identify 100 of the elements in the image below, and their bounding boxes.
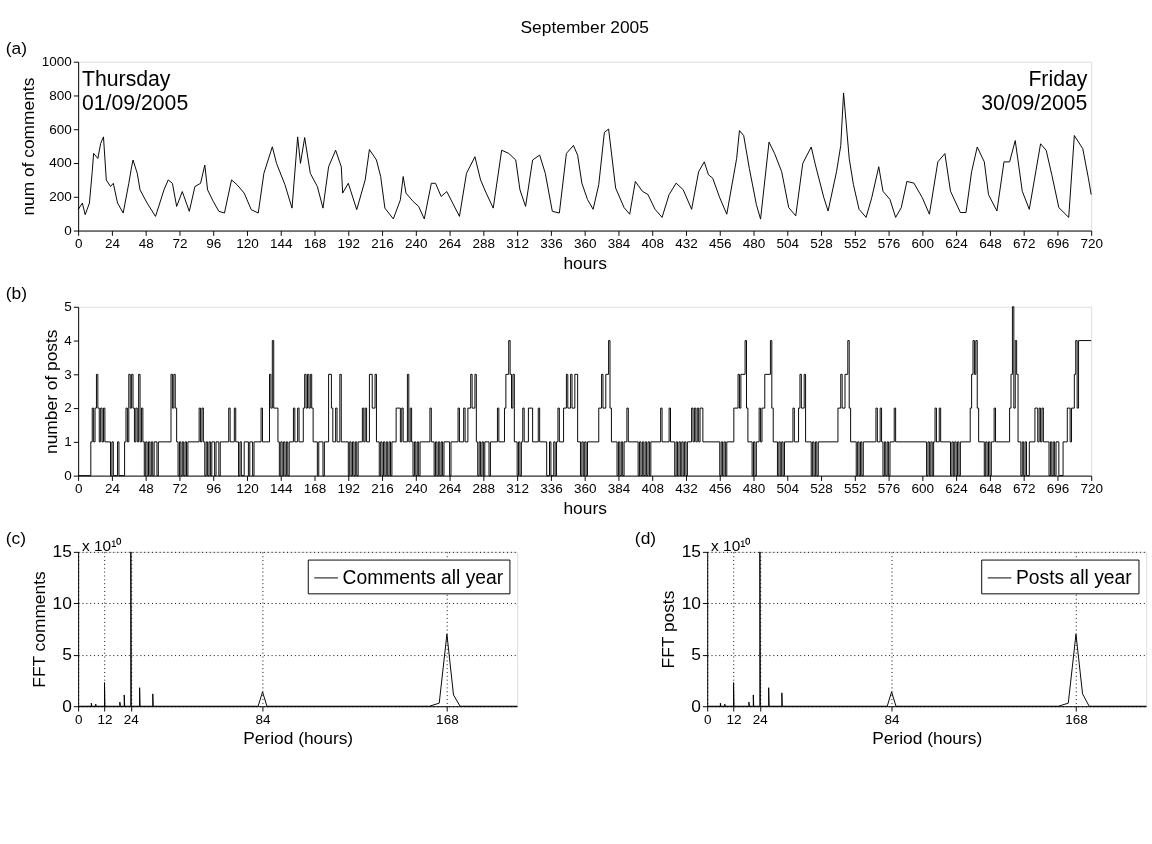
y-tick-label: 0 [64,467,72,483]
x-tick-label: 240 [405,236,428,252]
x-tick-label: 168 [1065,712,1088,728]
x-tick-label: 456 [708,236,732,252]
x-tick-label: 552 [844,236,867,252]
y-tick-label: 4 [64,332,73,348]
x-tick-label: 240 [405,481,428,497]
x-tick-label: 168 [303,481,327,497]
y-tick-label: 1000 [41,54,72,70]
x-tick-label: 552 [844,481,867,497]
chart-title: September 2005 [520,16,649,37]
x-tick-label: 336 [540,481,563,497]
x-tick-label: 84 [255,712,271,728]
x-tick-label: 504 [776,236,800,252]
x-tick-label: 0 [703,712,712,728]
x-tick-label: 48 [138,236,154,252]
x-tick-label: 600 [911,236,935,252]
x-tick-label: 312 [506,236,529,252]
x-tick-label: 96 [206,481,222,497]
x-axis-title: hours [563,497,608,518]
text: (c) [5,528,27,549]
annotation: Thursday 01/09/2005 [82,66,189,115]
x-tick-label: 720 [1080,481,1103,497]
x-tick-label: 0 [74,712,83,728]
y-tick-label: 5 [62,644,72,665]
x-tick-label: 84 [884,712,901,728]
x-tick-label: 648 [979,481,1002,497]
x-axis-title: Period (hours) [872,728,983,749]
y-tick-label: 800 [49,87,72,103]
x-tick-label: 384 [607,236,631,252]
y-tick-label: 15 [681,541,701,562]
x-tick-label: 48 [138,481,154,497]
x-tick-label: 384 [607,481,631,497]
x-axis-title: hours [563,252,608,273]
x-tick-label: 456 [708,481,732,497]
x-tick-label: 24 [752,712,769,728]
x-tick-label: 192 [337,236,361,252]
x-tick-label: 624 [945,481,969,497]
y-tick-label: 10 [52,592,72,613]
x-tick-label: 528 [810,481,833,497]
y-tick-label: 0 [64,222,72,238]
x-tick-label: 264 [438,236,462,252]
x-tick-label: 72 [172,236,188,252]
x-tick-label: 504 [776,481,800,497]
x-tick-label: 0 [74,481,83,497]
x-tick-label: 720 [1080,236,1103,252]
y-tick-label: 1 [64,434,72,450]
text: (a) [5,38,28,59]
x-tick-label: 432 [675,481,698,497]
x-tick-label: 336 [540,236,563,252]
x-tick-label: 216 [371,481,394,497]
x-tick-label: 648 [979,236,1002,252]
x-tick-label: 696 [1046,236,1070,252]
y-tick-label: 400 [49,155,72,171]
y-tick-label: 15 [52,541,72,562]
y-tick-label: 5 [64,299,72,315]
x-tick-label: 192 [337,481,361,497]
x-tick-label: 288 [472,236,496,252]
y-tick-label: 10 [681,592,701,613]
x-tick-label: 480 [742,236,766,252]
y-tick-label: 200 [49,189,72,205]
x-tick-label: 12 [726,712,742,728]
x-tick-label: 144 [269,481,293,497]
y-tick-label: 600 [49,121,72,137]
x-tick-label: 144 [269,236,293,252]
y-tick-label: 5 [691,644,701,665]
x-tick-label: 0 [74,236,83,252]
x-tick-label: 672 [1012,481,1036,497]
x-tick-label: 624 [945,236,969,252]
x-tick-label: 72 [172,481,188,497]
x-tick-label: 120 [236,236,259,252]
x-tick-label: 696 [1046,481,1070,497]
x-tick-label: 120 [236,481,259,497]
text: (d) [634,528,657,549]
x-tick-label: 312 [506,481,529,497]
y-tick-label: 2 [64,400,72,416]
x-tick-label: 12 [97,712,113,728]
x-tick-label: 168 [303,236,327,252]
y-tick-label: 3 [64,366,72,382]
x-tick-label: 600 [911,481,935,497]
x-tick-label: 528 [810,236,833,252]
x-tick-label: 408 [641,481,664,497]
y-axis-title: number of posts [40,329,61,454]
x-tick-label: 96 [206,236,222,252]
x-tick-label: 24 [104,236,121,252]
x-tick-label: 216 [371,236,394,252]
legend-label: Comments all year [342,566,504,588]
x-tick-label: 576 [877,481,901,497]
x-tick-label: 360 [573,236,597,252]
x-tick-label: 576 [877,236,901,252]
y-axis-title: num of comments [18,77,39,216]
x-tick-label: 672 [1012,236,1036,252]
x-tick-label: 24 [123,712,140,728]
annotation: x 10¹⁰ [82,536,123,554]
legend-label: Posts all year [1015,566,1133,588]
annotation: x 10¹⁰ [711,536,752,554]
x-tick-label: 432 [675,236,698,252]
x-tick-label: 360 [573,481,597,497]
x-axis-title: Period (hours) [243,728,354,749]
x-tick-label: 288 [472,481,496,497]
